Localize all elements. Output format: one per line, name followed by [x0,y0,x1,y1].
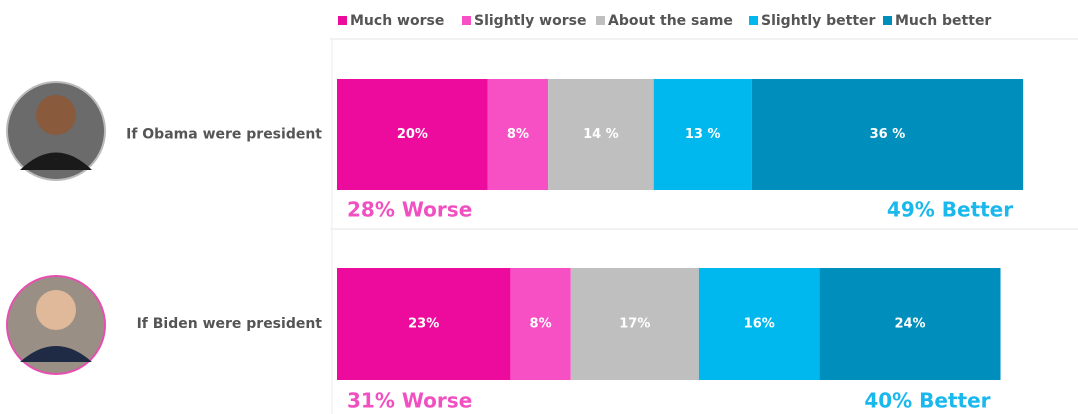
value-label: 14 % [583,127,619,142]
value-label: 23% [408,317,439,332]
legend-swatch [749,16,758,25]
annotation-better: 49% Better [887,198,1013,222]
legend-label: Much better [895,13,991,29]
value-label: 8% [530,317,552,332]
chart: Much worse Slightly worse About the same Sl… [0,0,1078,414]
category-label: If Obama were president [126,127,322,143]
value-label: 20% [397,127,428,142]
legend-swatch [596,16,605,25]
annotation-better: 40% Better [864,389,990,413]
value-label: 8% [507,127,529,142]
legend-label: Slightly better [761,13,876,29]
legend-swatch [883,16,892,25]
legend-label: About the same [608,13,733,29]
value-label: 36 % [870,127,906,142]
legend-swatch [338,16,347,25]
legend-label: Much worse [350,13,444,29]
value-label: 24% [894,317,925,332]
legend-swatch [462,16,471,25]
portrait [7,276,105,374]
category-label: If Biden were president [137,316,323,332]
value-label: 16% [744,317,775,332]
value-label: 17% [619,317,650,332]
annotation-worse: 31% Worse [347,389,472,413]
legend-label: Slightly worse [474,13,586,29]
annotation-worse: 28% Worse [347,198,472,222]
value-label: 13 % [685,127,721,142]
portrait [7,82,105,180]
